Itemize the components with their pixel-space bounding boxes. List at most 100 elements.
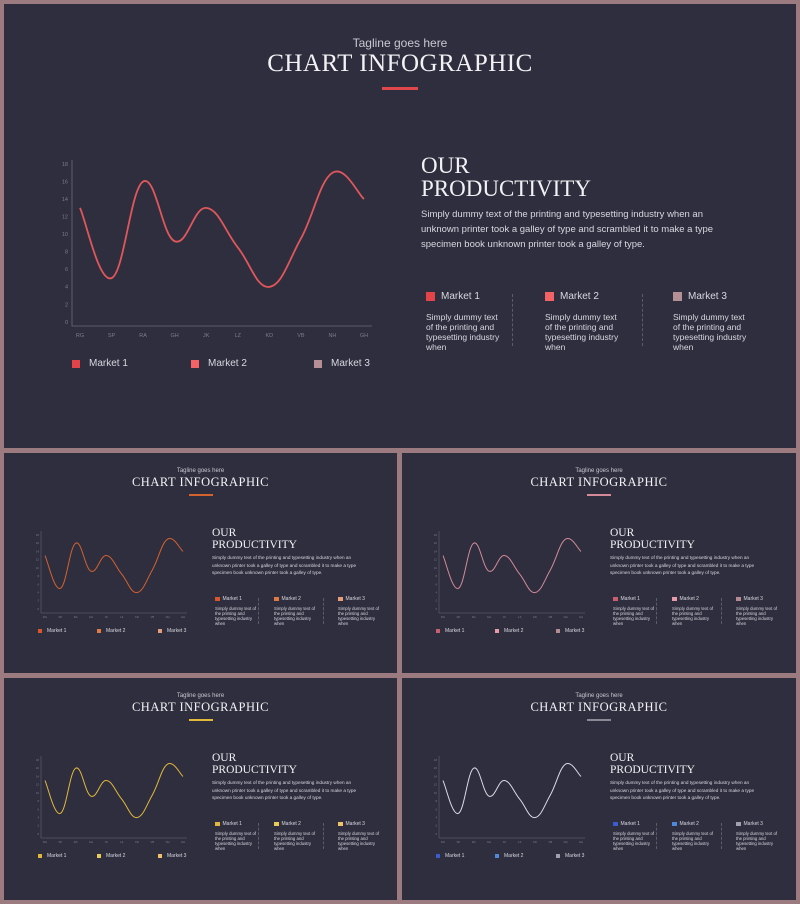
body-text: Simply dummy text of the printing and ty… bbox=[212, 555, 357, 575]
y-tick-label: 16 bbox=[36, 541, 40, 545]
market-2-swatch bbox=[672, 821, 677, 827]
legend-1-label: Market 1 bbox=[47, 628, 67, 634]
legend-2-swatch bbox=[191, 359, 199, 368]
y-tick-label: 4 bbox=[65, 285, 68, 291]
y-tick-label: 4 bbox=[37, 590, 39, 594]
legend-2-label: Market 2 bbox=[106, 628, 126, 634]
x-tick-label: SP bbox=[456, 840, 460, 844]
market-1-label: Market 1 bbox=[222, 596, 242, 602]
x-tick-label: NH bbox=[166, 840, 170, 844]
x-tick-label: RG bbox=[441, 840, 445, 844]
heading-line-1: OUR bbox=[610, 752, 635, 764]
body-text: Simply dummy text of the printing and ty… bbox=[212, 780, 357, 800]
legend-2-swatch bbox=[97, 854, 101, 858]
market-1-swatch bbox=[426, 292, 435, 301]
legend-2-swatch bbox=[495, 629, 499, 633]
legend-1-swatch bbox=[436, 854, 440, 858]
legend-3-label: Market 3 bbox=[565, 628, 585, 634]
market-3: Market 3 bbox=[338, 821, 365, 827]
market-3-desc: Simply dummy text of the printing and ty… bbox=[673, 312, 747, 352]
y-tick-label: 14 bbox=[36, 549, 40, 553]
line-chart: 0 2 4 6 8 10 12 14 16 18 RG SP RA GH JK LZ KD VB NH GH bbox=[434, 531, 585, 619]
x-tick-label: GH bbox=[181, 840, 185, 844]
page-title: CHART INFOGRAPHIC bbox=[530, 700, 668, 714]
legend-3-label: Market 3 bbox=[167, 853, 187, 859]
market-3-swatch bbox=[338, 596, 343, 602]
section-heading: OUR PRODUCTIVITY bbox=[610, 752, 695, 776]
y-tick-label: 0 bbox=[37, 607, 39, 611]
market-2-swatch bbox=[545, 292, 554, 301]
line-chart: 0 2 4 6 8 10 12 14 16 18 RG SP RA GH JK LZ KD VB NH GH bbox=[62, 160, 372, 339]
x-tick-label: SP bbox=[108, 333, 116, 339]
x-tick-label: VB bbox=[297, 333, 305, 339]
x-tick-label: GH bbox=[360, 333, 368, 339]
divider bbox=[656, 598, 657, 624]
x-tick-label: KD bbox=[533, 840, 537, 844]
market-3-label: Market 3 bbox=[743, 596, 763, 602]
market-1: Market 1 bbox=[215, 596, 242, 602]
legend-3: Market 3 bbox=[314, 358, 370, 369]
y-tick-label: 6 bbox=[37, 807, 39, 811]
legend-2-label: Market 2 bbox=[208, 358, 247, 369]
x-tick-label: RA bbox=[139, 333, 147, 339]
y-tick-label: 14 bbox=[36, 774, 40, 778]
legend-3: Market 3 bbox=[158, 628, 186, 634]
heading-line-1: OUR bbox=[421, 153, 470, 178]
legend-2: Market 2 bbox=[191, 358, 247, 369]
x-tick-label: NH bbox=[564, 615, 568, 619]
y-tick-label: 2 bbox=[435, 599, 437, 603]
market-3: Market 3 bbox=[736, 596, 763, 602]
x-tick-label: SP bbox=[456, 615, 460, 619]
y-tick-label: 12 bbox=[36, 558, 40, 562]
legend-1-swatch bbox=[38, 854, 42, 858]
x-tick-label: VB bbox=[150, 615, 154, 619]
x-tick-label: GH bbox=[171, 333, 179, 339]
x-tick-label: GH bbox=[579, 840, 583, 844]
y-tick-label: 2 bbox=[435, 824, 437, 828]
market-2-desc: Simply dummy text of the printing and ty… bbox=[672, 831, 714, 851]
x-tick-label: GH bbox=[181, 615, 185, 619]
y-tick-label: 16 bbox=[434, 541, 438, 545]
market-2-desc: Simply dummy text of the printing and ty… bbox=[274, 831, 316, 851]
x-tick-label: GH bbox=[89, 615, 93, 619]
y-tick-label: 6 bbox=[37, 582, 39, 586]
title-underline bbox=[587, 719, 611, 721]
title-underline bbox=[587, 494, 611, 496]
legend-1-swatch bbox=[72, 359, 80, 368]
legend-1-label: Market 1 bbox=[445, 628, 465, 634]
y-tick-label: 6 bbox=[65, 267, 68, 273]
divider bbox=[642, 294, 643, 346]
series-line bbox=[44, 762, 184, 819]
x-tick-label: JK bbox=[503, 615, 506, 619]
market-3-swatch bbox=[736, 596, 741, 602]
legend-1-swatch bbox=[38, 629, 42, 633]
x-tick-label: RA bbox=[74, 615, 78, 619]
x-tick-label: JK bbox=[503, 840, 506, 844]
x-tick-label: JK bbox=[105, 615, 108, 619]
legend-2: Market 2 bbox=[495, 853, 523, 859]
section-heading: OUR PRODUCTIVITY bbox=[212, 527, 297, 551]
x-tick-label: SP bbox=[58, 840, 62, 844]
market-3-label: Market 3 bbox=[345, 596, 365, 602]
y-tick-label: 0 bbox=[37, 832, 39, 836]
market-3-label: Market 3 bbox=[688, 291, 727, 302]
legend-3-label: Market 3 bbox=[167, 628, 187, 634]
y-tick-label: 0 bbox=[435, 607, 437, 611]
y-tick-label: 18 bbox=[434, 758, 438, 762]
x-tick-label: NH bbox=[328, 333, 336, 339]
slide-pink: Tagline goes here CHART INFOGRAPHIC 0 2 4 6… bbox=[402, 453, 796, 673]
market-1-desc: Simply dummy text of the printing and ty… bbox=[613, 831, 655, 851]
market-3-label: Market 3 bbox=[345, 821, 365, 827]
legend-2-label: Market 2 bbox=[504, 853, 524, 859]
legend-2-swatch bbox=[495, 854, 499, 858]
divider bbox=[258, 823, 259, 849]
y-tick-label: 8 bbox=[37, 574, 39, 578]
y-tick-label: 10 bbox=[434, 791, 438, 795]
legend-1-swatch bbox=[436, 629, 440, 633]
line-chart: 0 2 4 6 8 10 12 14 16 18 RG SP RA GH JK LZ KD VB NH GH bbox=[36, 531, 187, 619]
market-3: Market 3 bbox=[736, 821, 763, 827]
heading-line-2: PRODUCTIVITY bbox=[610, 763, 695, 776]
y-tick-label: 18 bbox=[434, 533, 438, 537]
line-chart: 0 2 4 6 8 10 12 14 16 18 RG SP RA GH JK LZ KD VB NH GH bbox=[36, 756, 187, 844]
market-3-desc: Simply dummy text of the printing and ty… bbox=[338, 606, 380, 626]
